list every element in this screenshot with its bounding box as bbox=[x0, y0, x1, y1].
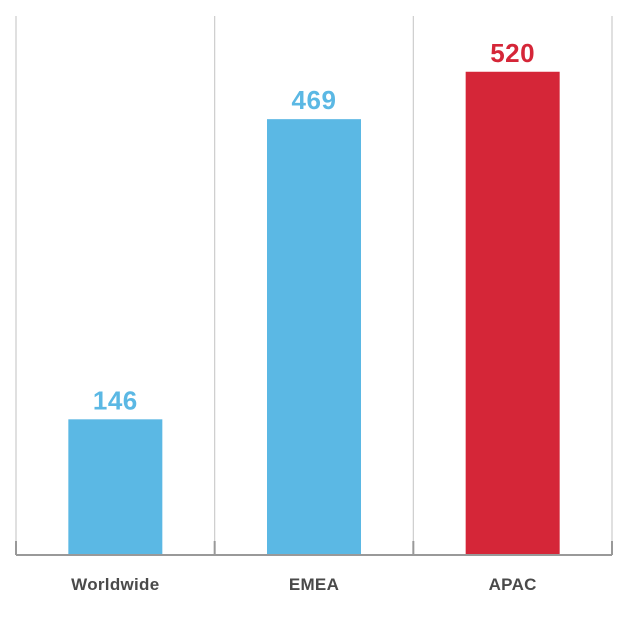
value-label-emea: 469 bbox=[292, 85, 337, 115]
value-label-apac: 520 bbox=[490, 38, 535, 68]
gridlines bbox=[15, 16, 613, 555]
bar-emea bbox=[267, 119, 361, 556]
bar-apac bbox=[465, 71, 560, 556]
category-label-worldwide: Worldwide bbox=[71, 575, 159, 594]
bars bbox=[68, 71, 560, 556]
category-label-apac: APAC bbox=[489, 575, 537, 594]
bar-worldwide bbox=[68, 419, 163, 555]
labels: 146 Worldwide 469 EMEA 520 APAC bbox=[71, 38, 537, 594]
value-label-worldwide: 146 bbox=[93, 385, 138, 415]
category-label-emea: EMEA bbox=[289, 575, 339, 594]
x-axis bbox=[15, 541, 613, 556]
